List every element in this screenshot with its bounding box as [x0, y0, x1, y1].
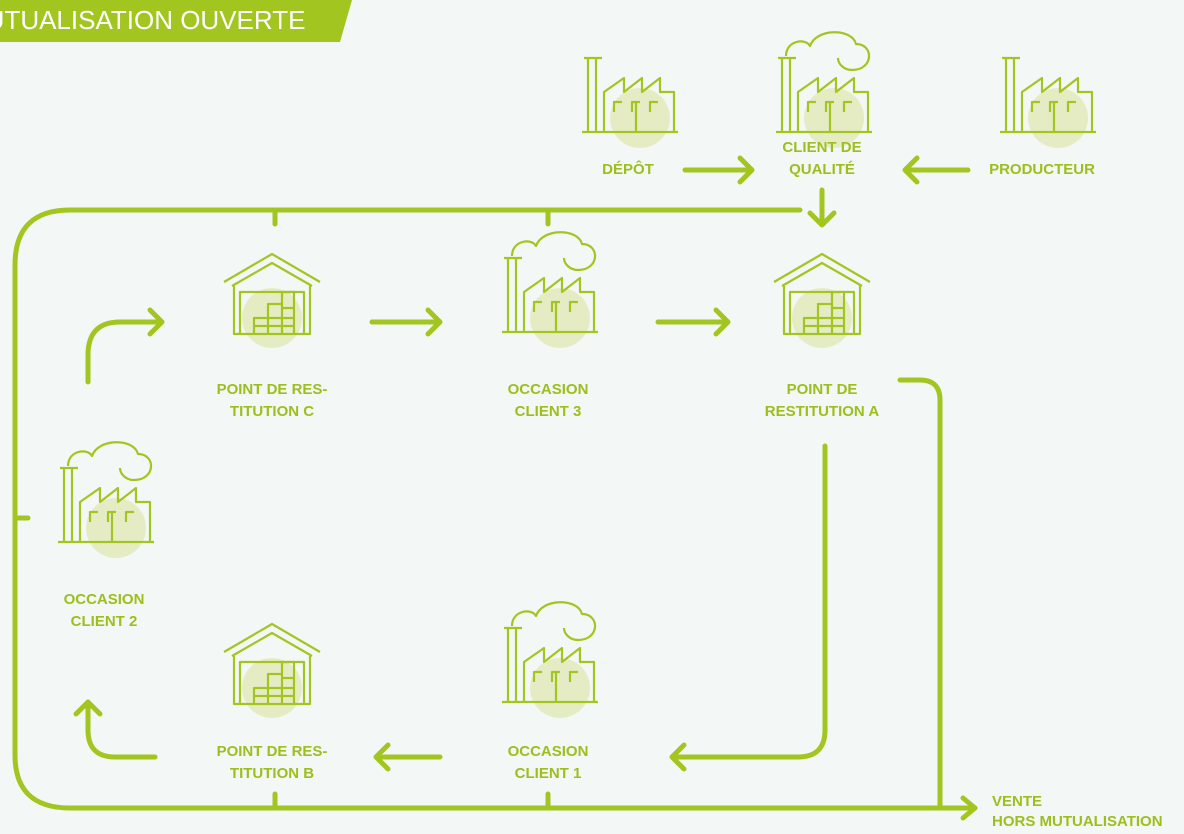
warehouse-icon: [222, 622, 322, 720]
arrow: [369, 307, 443, 337]
labels: DÉPÔT CLIENT DE QUALITÉ PRODUCTEUR POINT DE …: [64, 139, 1163, 830]
title: MUTUALISATION OUVERTE: [0, 5, 305, 35]
exit-line: [897, 377, 943, 811]
cloud-icon: [784, 31, 871, 72]
node-label: CLIENT 3: [515, 403, 582, 420]
arrow: [73, 699, 158, 760]
factory-icon: [500, 626, 600, 720]
cloud-icon: [510, 231, 597, 272]
exit-label: VENTE: [992, 793, 1042, 810]
arrow: [373, 742, 443, 772]
cloud-icon: [510, 601, 597, 642]
node-label: TITUTION B: [230, 765, 314, 782]
arrow: [807, 187, 837, 228]
exit-arrowhead: [960, 795, 978, 821]
node-label: TITUTION C: [230, 403, 314, 420]
factory-icon: [998, 56, 1098, 150]
loop-ticks: [12, 207, 551, 811]
node-label: OCCASION: [508, 743, 589, 760]
node-label: QUALITÉ: [789, 161, 855, 178]
title-banner: [0, 0, 352, 42]
arrow: [669, 443, 828, 772]
warehouse-icon: [772, 252, 872, 350]
node-label: POINT DE RES-: [217, 743, 328, 760]
factory-icon: [774, 56, 874, 150]
main-loop: [12, 207, 978, 811]
node-label: OCCASION: [64, 591, 145, 608]
node-label: DÉPÔT: [602, 160, 654, 178]
node-label: RESTITUTION A: [765, 403, 880, 420]
connectors: [12, 155, 978, 821]
node-label: OCCASION: [508, 381, 589, 398]
arrow: [682, 155, 755, 185]
node-label: PRODUCTEUR: [989, 161, 1095, 178]
node-label: POINT DE: [787, 381, 858, 398]
exit-label: HORS MUTUALISATION: [992, 813, 1163, 830]
cloud-icon: [66, 441, 153, 482]
node-label: CLIENT DE: [782, 139, 861, 156]
factory-icon: [500, 256, 600, 350]
node-label: POINT DE RES-: [217, 381, 328, 398]
arrow: [655, 307, 731, 337]
node-label: CLIENT 1: [515, 765, 582, 782]
factory-icon: [580, 56, 680, 150]
factory-icon: [56, 466, 156, 560]
warehouse-icon: [222, 252, 322, 350]
node-label: CLIENT 2: [71, 613, 138, 630]
arrow: [85, 307, 165, 385]
arrow: [902, 155, 971, 185]
